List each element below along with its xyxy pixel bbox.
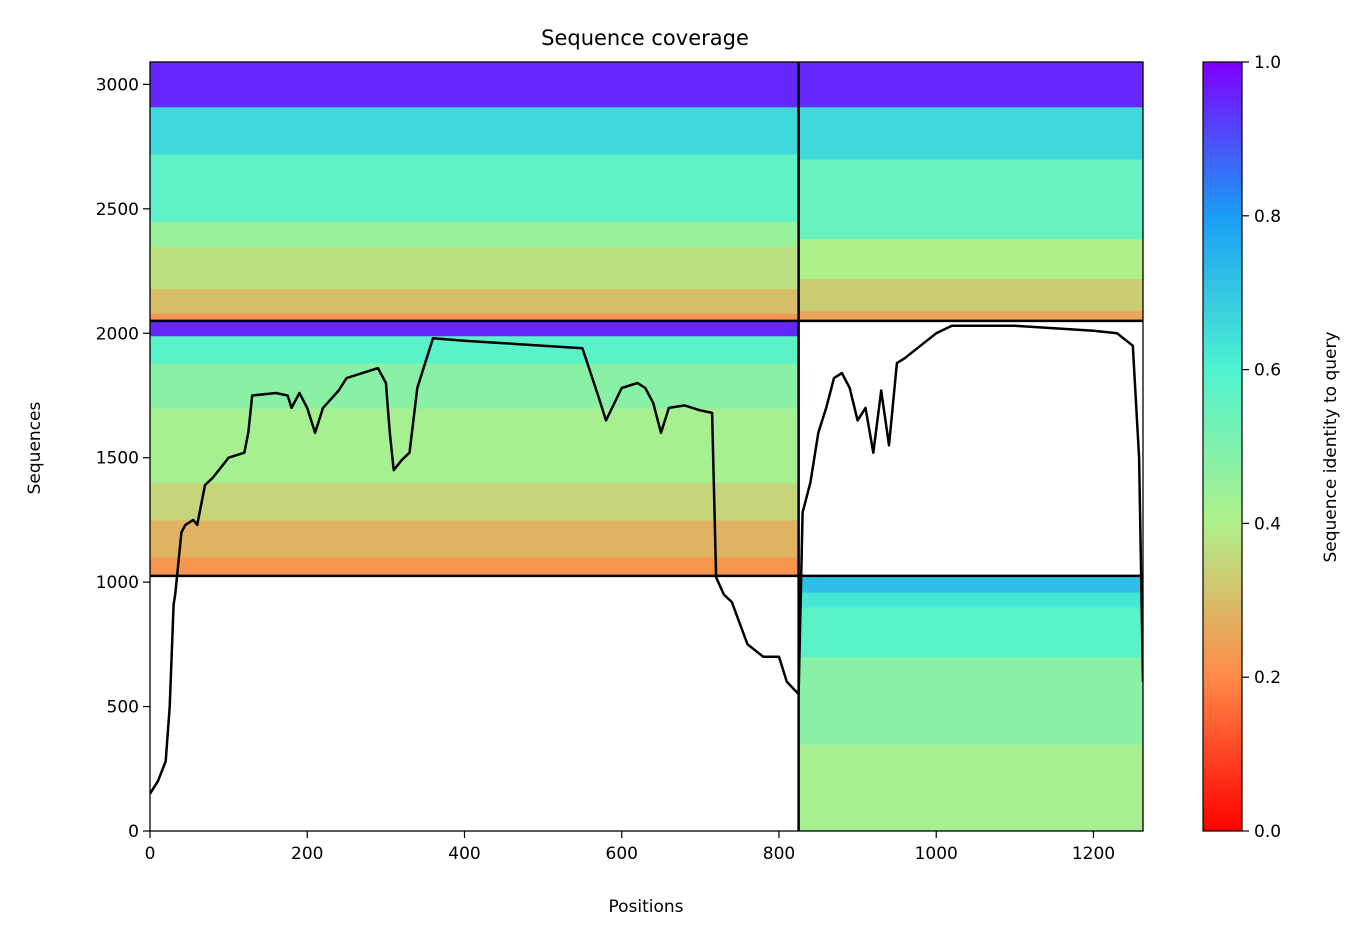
x-tick-label: 800	[763, 844, 795, 864]
x-tick-label: 600	[606, 844, 638, 864]
identity-band	[150, 363, 799, 409]
x-tick-label: 0	[145, 844, 156, 864]
coverage-line	[150, 324, 1143, 795]
chart-title: Sequence coverage	[541, 26, 749, 50]
colorbar-ticks: 0.0 0.2 0.4 0.6 0.8 1.0	[1242, 53, 1281, 842]
identity-band	[150, 519, 799, 558]
plot-frame	[149, 61, 1144, 832]
identity-band	[798, 743, 1143, 831]
x-axis-label: Positions	[608, 897, 683, 917]
identity-band	[798, 310, 1143, 322]
colorbar-tick-label: 1.0	[1254, 53, 1281, 73]
identity-band	[798, 159, 1143, 240]
x-axis-ticks: 0 200 400 600 800 1000 1200	[145, 831, 1115, 864]
identity-band	[150, 288, 799, 314]
identity-band	[798, 607, 1143, 658]
identity-band	[798, 592, 1143, 608]
identity-band	[150, 106, 799, 155]
colorbar-tick-label: 0.8	[1254, 207, 1281, 227]
msa-blocks	[150, 62, 1143, 831]
identity-band	[150, 335, 799, 364]
y-tick-label: 0	[128, 822, 139, 842]
identity-band	[150, 221, 799, 247]
x-tick-label: 400	[448, 844, 480, 864]
y-axis-ticks: 0 500 1000 1500 2000 2500 3000	[96, 75, 150, 842]
identity-band	[798, 278, 1143, 312]
y-axis-label: Sequences	[25, 402, 45, 495]
identity-band	[798, 238, 1143, 280]
colorbar-tick-label: 0.0	[1254, 822, 1281, 842]
identity-band	[150, 407, 799, 484]
identity-band	[150, 154, 799, 222]
identity-band	[150, 482, 799, 521]
identity-band	[150, 62, 799, 108]
y-tick-label: 1000	[96, 573, 139, 593]
colorbar-tick-label: 0.2	[1254, 668, 1281, 688]
colorbar-tick-label: 0.6	[1254, 361, 1281, 381]
identity-band	[798, 106, 1143, 160]
colorbar-tick-label: 0.4	[1254, 514, 1281, 534]
identity-band	[798, 656, 1143, 745]
x-tick-label: 1000	[915, 844, 958, 864]
y-tick-label: 2500	[96, 200, 139, 220]
identity-band	[150, 557, 799, 577]
identity-band	[150, 313, 799, 322]
chain-boundaries	[150, 62, 1143, 831]
colorbar	[1202, 61, 1243, 832]
identity-band	[798, 62, 1143, 108]
identity-band	[798, 575, 1143, 593]
y-tick-label: 1500	[96, 449, 139, 469]
y-tick-label: 2000	[96, 324, 139, 344]
identity-band	[150, 246, 799, 289]
colorbar-label: Sequence identity to query	[1321, 331, 1341, 562]
y-tick-label: 3000	[96, 75, 139, 95]
identity-band	[150, 320, 799, 337]
x-tick-label: 200	[291, 844, 323, 864]
x-tick-label: 1200	[1072, 844, 1115, 864]
y-tick-label: 500	[107, 698, 139, 718]
